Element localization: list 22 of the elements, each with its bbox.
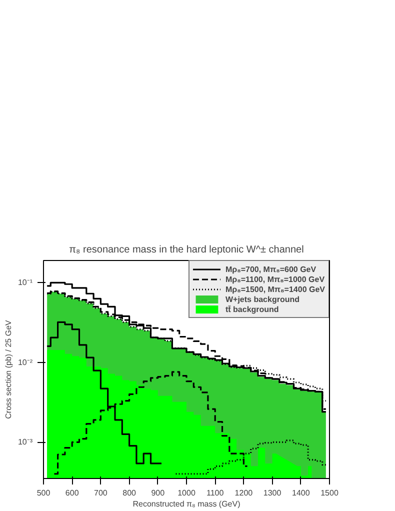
chart-title: π₈ resonance mass in the hard leptonic W^± channel — [69, 244, 304, 256]
x-tick-label: 600 — [65, 488, 80, 498]
x-tick-label: 900 — [151, 488, 166, 498]
y-tick-label: 10⁻¹ — [18, 278, 33, 288]
legend-label: Mρ₈=1500, Mπ₈=1400 GeV — [225, 284, 325, 294]
x-tick-label: 1100 — [206, 488, 224, 498]
x-tick-label: 1200 — [234, 488, 254, 498]
x-tick-label: 500 — [36, 488, 51, 498]
x-tick-label: 700 — [94, 488, 108, 498]
x-tick-label: 1000 — [178, 488, 196, 498]
y-tick-label: 10⁻³ — [18, 438, 33, 447]
x-tick-label: 1400 — [292, 488, 310, 498]
y-tick-label: 10⁻² — [18, 358, 33, 367]
x-tick-label: 1300 — [263, 488, 282, 498]
x-tick-label: 1500 — [320, 488, 339, 498]
x-axis-title: Reconstructed π₈ mass (GeV) — [132, 500, 241, 508]
legend-label: tt̄ background — [225, 304, 279, 314]
legend-label: W+jets background — [225, 294, 300, 304]
y-axis-title: Cross section (pb) / 25 GeV — [4, 319, 13, 419]
legend-label: Mρ₈=1100, Mπ₈=1000 GeV — [225, 274, 325, 284]
legend-label: Mρ₈=700, Mπ₈=600 GeV — [225, 264, 316, 274]
x-tick-label: 800 — [122, 488, 137, 498]
